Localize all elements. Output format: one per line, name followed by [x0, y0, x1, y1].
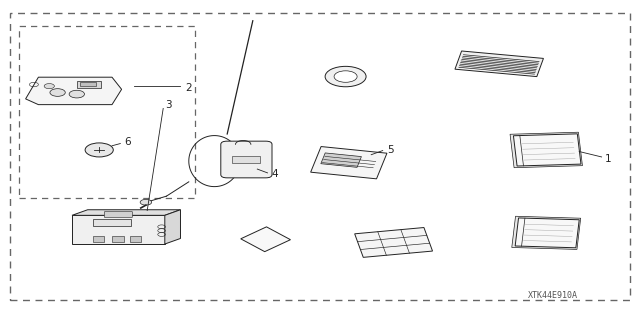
- FancyBboxPatch shape: [93, 236, 104, 242]
- Polygon shape: [321, 153, 362, 167]
- Circle shape: [50, 89, 65, 96]
- FancyBboxPatch shape: [93, 219, 131, 226]
- FancyBboxPatch shape: [80, 82, 96, 86]
- FancyBboxPatch shape: [232, 156, 260, 163]
- Polygon shape: [72, 215, 165, 244]
- FancyBboxPatch shape: [130, 236, 141, 242]
- Text: 3: 3: [165, 100, 172, 110]
- FancyBboxPatch shape: [77, 81, 101, 88]
- FancyBboxPatch shape: [112, 236, 124, 242]
- FancyBboxPatch shape: [104, 211, 132, 218]
- Polygon shape: [455, 51, 543, 77]
- Polygon shape: [310, 146, 387, 179]
- Text: 5: 5: [387, 145, 394, 155]
- Polygon shape: [241, 227, 291, 252]
- Polygon shape: [355, 227, 433, 257]
- Polygon shape: [165, 210, 180, 244]
- Text: XTK44E910A: XTK44E910A: [528, 291, 578, 300]
- Polygon shape: [515, 218, 579, 248]
- Circle shape: [334, 71, 357, 82]
- Circle shape: [69, 90, 84, 98]
- Circle shape: [325, 66, 366, 87]
- Polygon shape: [510, 132, 582, 168]
- Text: 6: 6: [125, 137, 131, 147]
- Circle shape: [85, 143, 113, 157]
- Circle shape: [44, 84, 54, 89]
- Text: 4: 4: [272, 169, 278, 179]
- Text: 1: 1: [605, 154, 611, 165]
- Polygon shape: [72, 210, 180, 215]
- Circle shape: [140, 199, 152, 205]
- Polygon shape: [26, 77, 122, 105]
- Text: 2: 2: [186, 83, 192, 93]
- Polygon shape: [513, 134, 581, 166]
- Polygon shape: [512, 216, 580, 249]
- FancyBboxPatch shape: [221, 141, 272, 178]
- Bar: [19, 26, 195, 198]
